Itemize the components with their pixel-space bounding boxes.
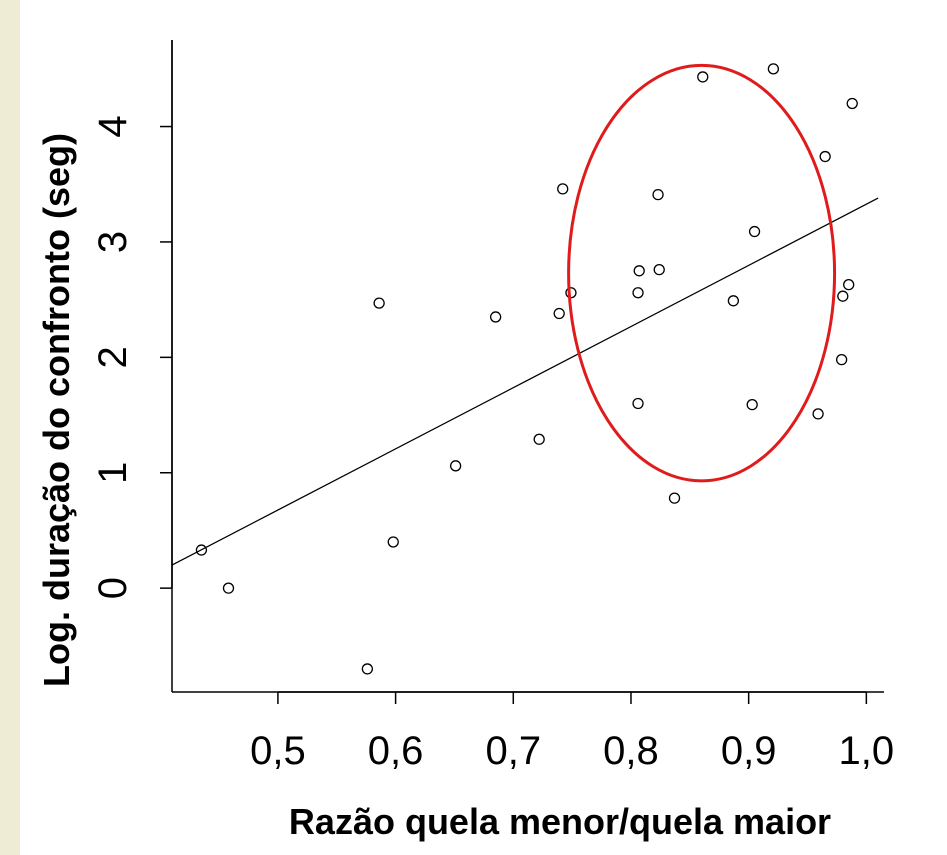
trendline — [171, 197, 879, 566]
y-tick-label: 3 — [91, 231, 135, 253]
slide-margin-strip — [0, 0, 20, 855]
data-point — [843, 278, 855, 291]
x-tick-label: 0,5 — [250, 729, 306, 773]
data-point — [361, 663, 374, 675]
data-point — [812, 408, 824, 420]
x-tick-label: 0,6 — [368, 729, 424, 773]
data-point — [767, 63, 780, 75]
data-point — [489, 311, 502, 323]
data-point — [195, 544, 208, 556]
y-tick-label: 4 — [91, 115, 135, 137]
data-point — [668, 492, 681, 504]
data-point — [387, 536, 399, 548]
y-tick-label: 1 — [91, 462, 135, 484]
data-point — [222, 582, 235, 594]
x-tick-label: 0,8 — [603, 729, 659, 773]
data-point — [727, 295, 740, 307]
x-tick-label: 0,7 — [485, 729, 541, 773]
data-point — [837, 290, 849, 302]
trendline-group — [171, 197, 879, 566]
data-point — [565, 287, 577, 299]
data-point — [653, 263, 665, 276]
x-tick-label: 0,9 — [721, 729, 777, 773]
data-point — [553, 307, 565, 320]
data-point — [632, 287, 644, 299]
data-point — [835, 354, 848, 366]
highlight-ellipse — [567, 63, 837, 483]
highlight-group — [567, 63, 837, 483]
data-point — [697, 71, 709, 83]
data-point — [819, 150, 831, 163]
y-tick-label: 0 — [91, 577, 135, 599]
data-point — [633, 265, 645, 277]
x-axis-title: Razão quela menor/quela maior — [289, 801, 831, 842]
data-point — [373, 297, 385, 309]
x-tick-label: 1,0 — [839, 729, 895, 773]
y-tick-label: 2 — [91, 346, 135, 368]
data-point — [557, 183, 569, 195]
data-point — [533, 433, 545, 445]
data-point — [632, 397, 644, 410]
data-points — [195, 63, 858, 675]
chart-panel — [20, 0, 947, 855]
data-point — [748, 225, 761, 238]
axis-titles: Razão quela menor/quela maior Log. duraç… — [36, 133, 831, 842]
data-point — [449, 460, 462, 472]
y-axis-title: Log. duração do confronto (seg) — [36, 133, 77, 687]
data-point — [652, 188, 664, 201]
chart-axes: 0,5 0,6 0,7 0,8 0,9 1,0 0 1 2 3 4 — [91, 40, 894, 773]
data-point — [846, 97, 858, 110]
data-point — [746, 399, 758, 411]
